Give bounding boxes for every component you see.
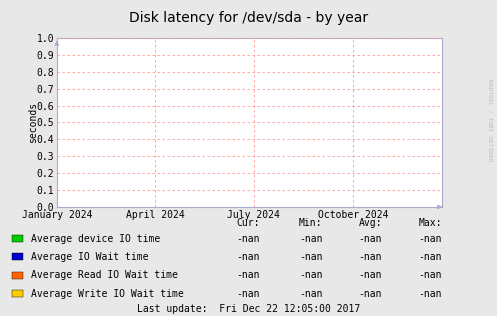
Text: -nan: -nan	[299, 270, 323, 280]
Text: -nan: -nan	[418, 270, 442, 280]
Text: Average Read IO Wait time: Average Read IO Wait time	[31, 270, 178, 280]
Text: -nan: -nan	[358, 252, 382, 262]
Text: RRDTOOL / TOBI OETIKER: RRDTOOL / TOBI OETIKER	[487, 79, 492, 161]
Text: -nan: -nan	[418, 252, 442, 262]
Text: Average Write IO Wait time: Average Write IO Wait time	[31, 289, 183, 299]
Text: Average IO Wait time: Average IO Wait time	[31, 252, 148, 262]
Text: -nan: -nan	[237, 234, 260, 244]
Text: -nan: -nan	[237, 252, 260, 262]
Y-axis label: seconds: seconds	[28, 102, 38, 143]
Text: Last update:  Fri Dec 22 12:05:00 2017: Last update: Fri Dec 22 12:05:00 2017	[137, 304, 360, 314]
Text: -nan: -nan	[299, 252, 323, 262]
Text: Avg:: Avg:	[358, 218, 382, 228]
Text: -nan: -nan	[237, 289, 260, 299]
Text: Max:: Max:	[418, 218, 442, 228]
Text: -nan: -nan	[418, 289, 442, 299]
Text: Average device IO time: Average device IO time	[31, 234, 160, 244]
Text: Min:: Min:	[299, 218, 323, 228]
Text: -nan: -nan	[358, 234, 382, 244]
Text: Cur:: Cur:	[237, 218, 260, 228]
Text: -nan: -nan	[237, 270, 260, 280]
Text: -nan: -nan	[299, 289, 323, 299]
Text: -nan: -nan	[299, 234, 323, 244]
Text: -nan: -nan	[358, 270, 382, 280]
Text: Disk latency for /dev/sda - by year: Disk latency for /dev/sda - by year	[129, 11, 368, 25]
Text: -nan: -nan	[418, 234, 442, 244]
Text: -nan: -nan	[358, 289, 382, 299]
